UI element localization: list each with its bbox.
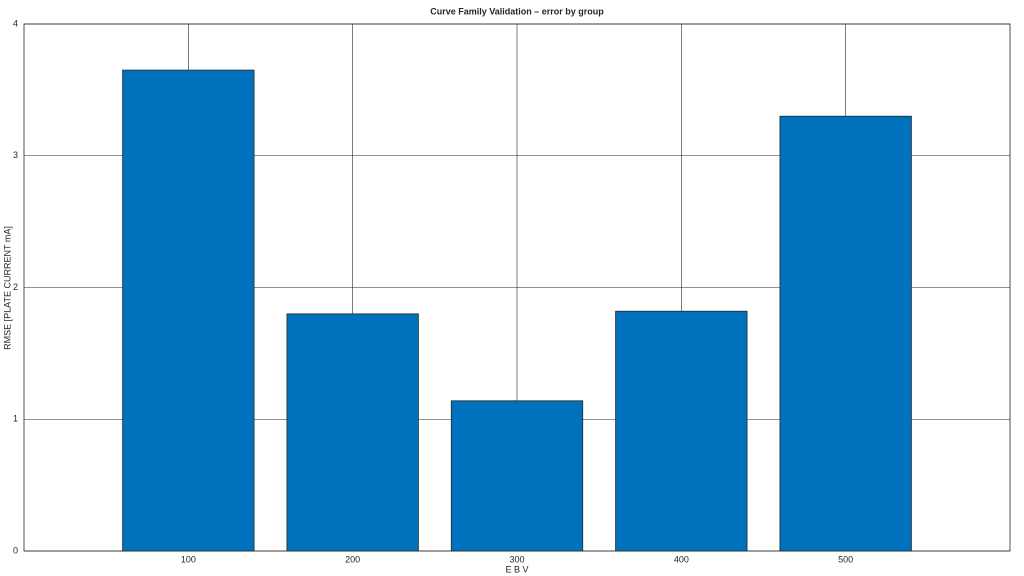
x-axis-label: E B V: [505, 564, 528, 574]
x-tick-label: 100: [181, 554, 196, 564]
y-tick-label: 0: [13, 545, 18, 555]
bar: [779, 115, 912, 552]
x-tick-label: 400: [674, 554, 689, 564]
bar: [122, 69, 255, 552]
x-tick-label: 300: [509, 554, 524, 564]
bar: [286, 313, 419, 552]
bar: [450, 400, 584, 552]
y-tick-label: 1: [13, 414, 18, 424]
bar: [615, 310, 748, 552]
y-tick-label: 2: [13, 282, 18, 292]
chart-title: Curve Family Validation – error by group: [430, 6, 604, 16]
x-tick-label: 500: [838, 554, 853, 564]
y-axis-label: RMSE [PLATE CURRENT mA]: [2, 226, 12, 350]
x-tick-label: 200: [345, 554, 360, 564]
y-tick-label: 4: [13, 18, 18, 28]
y-tick-label: 3: [13, 150, 18, 160]
